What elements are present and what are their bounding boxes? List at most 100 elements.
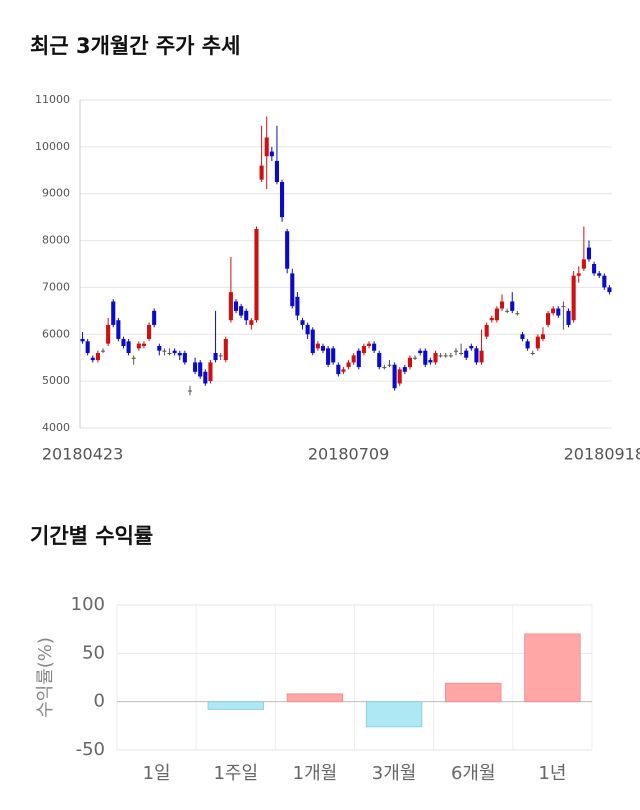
y-tick-label: 8000 [42, 234, 70, 247]
candle-body [213, 353, 218, 361]
candle-body [382, 367, 387, 369]
candle-body [233, 301, 239, 311]
x-tick-label: 1년 [538, 763, 566, 784]
candle-body [259, 165, 264, 180]
candle-body [264, 137, 269, 157]
candle-body [597, 273, 602, 276]
candle-body [469, 346, 474, 349]
candle-body [459, 353, 464, 355]
candle-body [346, 362, 351, 368]
candle-body [474, 348, 479, 363]
candle-body [228, 292, 233, 321]
x-tick-label: 1개월 [293, 763, 338, 784]
candle-body [315, 343, 320, 349]
candle-body [438, 355, 443, 357]
candle-body [141, 343, 146, 346]
y-tick-label: 100 [71, 594, 105, 615]
bar [524, 633, 581, 703]
candle-body [341, 369, 346, 372]
y-tick-label: 10000 [35, 140, 70, 153]
chart-title: 최근 3개월간 주가 추세 [30, 34, 240, 58]
candle-body [239, 306, 244, 316]
candle-body [366, 343, 372, 346]
candle-body [525, 341, 530, 349]
candle-body [244, 310, 249, 321]
y-tick-label: 6000 [42, 327, 70, 340]
candle-body [223, 338, 228, 361]
x-tick-label: 20180709 [308, 445, 389, 464]
candle-body [331, 348, 336, 363]
candle-body [177, 353, 182, 356]
candle-body [453, 350, 459, 352]
bar [365, 701, 423, 728]
candle-body [274, 160, 279, 182]
candle-body [551, 308, 556, 314]
candle-body [336, 364, 341, 375]
x-tick-label: 6개월 [451, 763, 496, 784]
candle-body [566, 310, 571, 325]
candle-body [85, 341, 90, 354]
candle-body [586, 247, 592, 260]
candle-body [397, 369, 402, 384]
y-tick-label: 0 [94, 691, 105, 712]
candle-body [351, 355, 356, 363]
candle-body [295, 296, 300, 316]
candle-body [592, 264, 597, 274]
candle-body [249, 320, 254, 325]
candle-body [182, 353, 187, 363]
candle-body [218, 355, 223, 357]
candle-body [95, 353, 100, 361]
candle-body [300, 320, 305, 325]
candle-body [290, 273, 295, 307]
candle-body [361, 346, 366, 354]
candle-body [310, 329, 315, 354]
x-tick-label: 1일 [143, 763, 171, 784]
candle-body [561, 306, 566, 308]
candle-body [387, 364, 392, 366]
y-tick-label: 4000 [42, 421, 70, 434]
y-tick-label: 7000 [42, 280, 70, 293]
candle-body [407, 357, 412, 368]
candle-body [581, 259, 586, 269]
candle-body [515, 313, 520, 315]
candle-body [90, 357, 95, 361]
candle-body [136, 343, 141, 349]
candle-body [126, 341, 131, 354]
y-tick-label: 5000 [42, 374, 70, 387]
candle-body [607, 287, 612, 293]
candle-body [433, 353, 438, 363]
candle-body [479, 350, 484, 363]
candle-body [489, 317, 494, 321]
bar [286, 693, 344, 703]
candle-body [546, 313, 551, 325]
x-tick-label: 20180918 [564, 445, 640, 464]
candle-body [167, 353, 172, 355]
candle-body [505, 310, 510, 312]
y-axis-label: 수익률(%) [35, 637, 56, 718]
candle-body [203, 371, 208, 384]
candle-body [372, 343, 377, 351]
candle-body [413, 357, 418, 359]
candle-body [157, 346, 162, 351]
candle-body [111, 301, 116, 325]
candle-body [540, 334, 545, 339]
candle-body [131, 357, 136, 359]
candle-body [510, 301, 515, 311]
candle-body [208, 362, 213, 382]
candle-body [80, 338, 85, 342]
candle-body [576, 273, 581, 276]
candle-body [535, 336, 540, 349]
candle-body [494, 308, 499, 321]
candle-body [162, 350, 167, 352]
candle-body [147, 324, 152, 339]
candle-body [377, 353, 382, 368]
candle-body [187, 390, 193, 392]
candle-body [326, 348, 331, 365]
candle-body [443, 355, 448, 357]
candle-body [198, 362, 203, 377]
candle-body [285, 231, 290, 269]
candle-body [172, 350, 177, 354]
candle-body [423, 350, 428, 365]
y-tick-label: 50 [82, 642, 105, 663]
